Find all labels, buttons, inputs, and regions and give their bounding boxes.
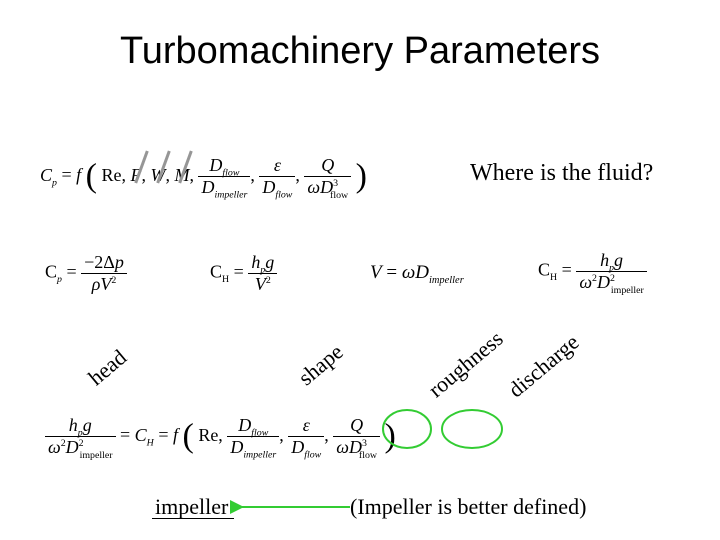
better-defined-label: (Impeller is better defined): [350, 494, 586, 520]
eq-cp-f: Cp = f ( Re, F, W, M, DflowDimpeller, εD…: [40, 155, 367, 198]
page-title: Turbomachinery Parameters: [0, 30, 720, 73]
eq-v: V = ωDimpeller: [370, 262, 464, 284]
diag-label-shape: shape: [293, 339, 348, 391]
circle-epsilon: [380, 407, 435, 451]
impeller-label: impeller: [155, 494, 228, 520]
eq-cp: Cp = −2ΔpρV2: [45, 252, 127, 295]
eq-ch-v: CH = hpgV2: [210, 252, 277, 295]
eq-ch-f: hpgω2D2impeller = CH = f ( Re, DflowDimp…: [45, 415, 396, 458]
diag-label-head: head: [83, 344, 132, 391]
question-text: Where is the fluid?: [470, 160, 653, 187]
diag-label-roughness: roughness: [423, 326, 508, 403]
slide: Turbomachinery Parameters Cp = f ( Re, F…: [0, 0, 720, 540]
diag-label-discharge: discharge: [503, 329, 584, 403]
impeller-underline: [152, 518, 234, 519]
eq-ch-omega: CH = hpgω2D2impeller: [538, 250, 647, 293]
circle-q: [440, 407, 505, 451]
arrow-impeller: [230, 495, 360, 520]
